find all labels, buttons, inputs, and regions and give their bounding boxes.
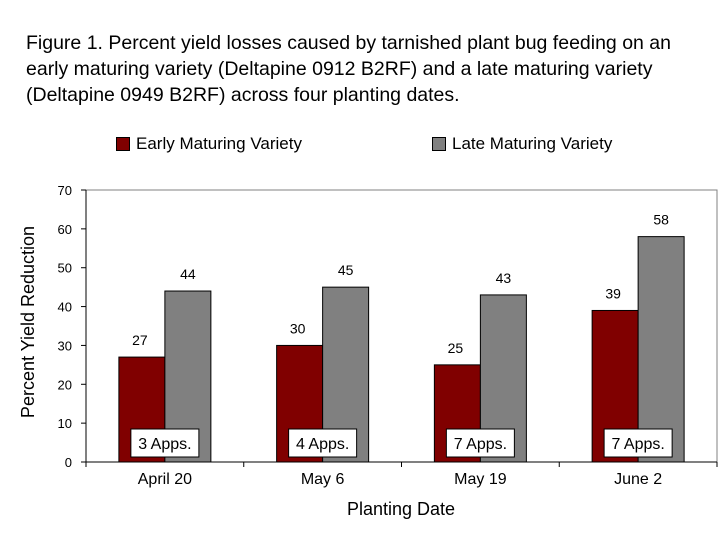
- apps-annotation-box: [603, 428, 673, 458]
- value-label-late: 44: [180, 266, 196, 282]
- value-label-early: 30: [290, 320, 306, 336]
- legend-item-early: Early Maturing Variety: [116, 134, 302, 154]
- value-label-early: 25: [448, 340, 464, 356]
- apps-annotation-label: 3 Apps.: [138, 436, 191, 453]
- legend-swatch-late: [432, 137, 446, 151]
- legend-swatch-early: [116, 137, 130, 151]
- y-tick-label: 0: [65, 455, 72, 470]
- value-label-early: 27: [132, 332, 148, 348]
- x-category-label: April 20: [138, 471, 192, 488]
- apps-annotation-box: [445, 428, 515, 458]
- value-label-late: 43: [496, 270, 512, 286]
- legend-label-early: Early Maturing Variety: [136, 134, 302, 153]
- y-tick-label: 70: [58, 183, 72, 198]
- value-label-late: 58: [653, 212, 669, 228]
- y-tick-label: 10: [58, 416, 72, 431]
- x-category-label: June 2: [614, 471, 662, 488]
- chart-bars: [118, 236, 685, 463]
- chart-legend: Early Maturing Variety Late Maturing Var…: [0, 134, 720, 158]
- y-tick-label: 20: [58, 377, 72, 392]
- apps-annotation-box: [288, 428, 358, 458]
- legend-item-late: Late Maturing Variety: [432, 134, 612, 154]
- bar-late: [637, 236, 685, 463]
- y-tick-label: 50: [58, 261, 72, 276]
- chart-labels: April 20 27 44 3 Apps. May 6 30 45 4 Apps. May 1…: [130, 212, 673, 488]
- y-axis-title: Percent Yield Reduction: [18, 226, 38, 418]
- apps-annotation-box: [130, 428, 200, 458]
- figure-caption: Figure 1. Percent yield losses caused by…: [26, 32, 671, 106]
- y-tick-label: 30: [58, 338, 72, 353]
- x-category-label: May 19: [454, 471, 507, 488]
- apps-annotation-label: 7 Apps.: [454, 436, 507, 453]
- x-axis-title: Planting Date: [347, 499, 455, 519]
- legend-label-late: Late Maturing Variety: [452, 134, 613, 153]
- value-label-early: 39: [605, 285, 621, 301]
- apps-annotation-label: 4 Apps.: [296, 436, 349, 453]
- y-tick-label: 60: [58, 222, 72, 237]
- value-label-late: 45: [338, 262, 354, 278]
- x-category-label: May 6: [301, 471, 345, 488]
- y-tick-label: 40: [58, 300, 72, 315]
- apps-annotation-label: 7 Apps.: [611, 436, 664, 453]
